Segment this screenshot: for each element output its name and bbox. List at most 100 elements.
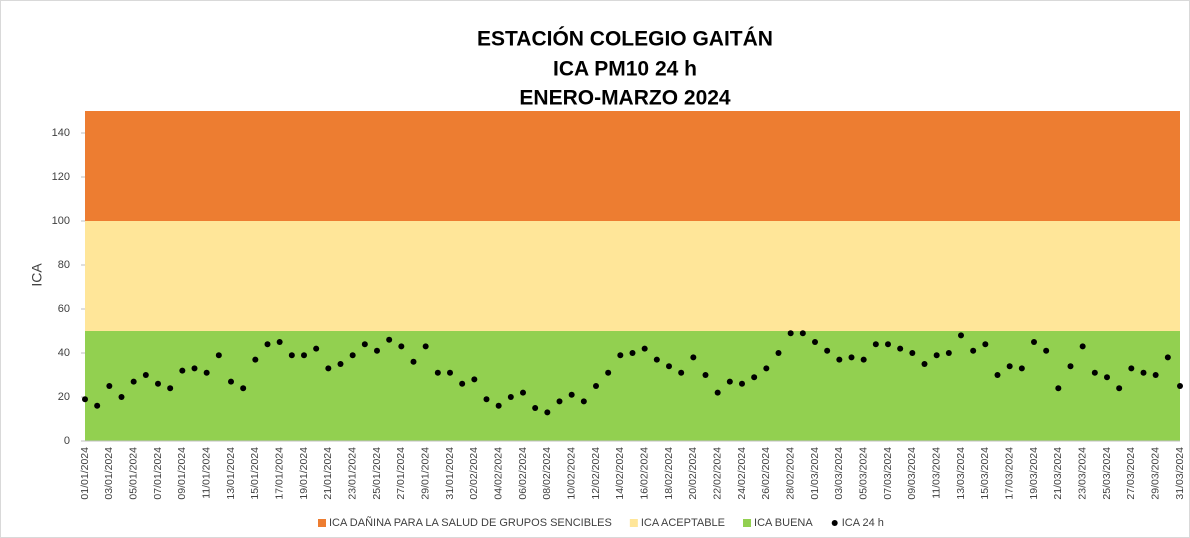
point: [860, 356, 867, 363]
point: [374, 347, 380, 354]
point: [909, 350, 916, 356]
legend-swatch: [629, 519, 638, 527]
point: [690, 354, 697, 361]
x-tick-label: 08/02/2024: [541, 447, 553, 500]
point: [970, 347, 977, 354]
point: [787, 330, 794, 337]
point: [94, 402, 101, 409]
point: [714, 389, 721, 396]
x-tick-label: 07/01/2024: [152, 447, 164, 500]
x-tick-label: 31/03/2024: [1174, 447, 1186, 500]
point: [605, 369, 612, 376]
point: [629, 350, 636, 356]
point: [459, 380, 466, 387]
legend-label: ICA 24 h: [842, 517, 884, 529]
y-tick-label: 20: [58, 391, 70, 403]
point: [228, 378, 234, 385]
x-tick-label: 09/01/2024: [176, 447, 188, 500]
x-tick-label: 06/02/2024: [517, 447, 529, 500]
x-tick-label: 20/02/2024: [687, 447, 699, 500]
point: [982, 341, 989, 348]
y-tick-label: 80: [58, 259, 70, 271]
x-tick-label: 01/01/2024: [79, 447, 91, 500]
point: [507, 394, 514, 400]
point: [1152, 372, 1159, 378]
x-tick-label: 21/03/2024: [1052, 447, 1064, 500]
point: [1079, 343, 1086, 350]
point: [118, 394, 125, 400]
point: [1018, 365, 1025, 372]
point: [276, 339, 283, 345]
x-tick-label: 14/02/2024: [614, 447, 626, 500]
point: [1091, 369, 1098, 376]
point: [410, 358, 417, 365]
x-tick-label: 16/02/2024: [638, 447, 650, 500]
point: [167, 385, 174, 392]
x-tick-label: 03/01/2024: [103, 447, 115, 500]
point: [836, 356, 843, 363]
point: [82, 396, 88, 403]
point: [1116, 385, 1123, 392]
point: [1043, 347, 1050, 354]
y-tick-label: 100: [52, 215, 70, 227]
x-tick-label: 01/03/2024: [809, 447, 821, 500]
point: [885, 341, 891, 348]
point: [398, 343, 405, 350]
point: [520, 389, 526, 396]
x-tick-label: 23/03/2024: [1076, 447, 1088, 500]
x-tick-label: 27/01/2024: [395, 447, 407, 500]
point: [666, 363, 672, 370]
point: [532, 405, 539, 411]
point: [1006, 363, 1013, 370]
point: [495, 402, 502, 409]
x-tick-label: 03/03/2024: [833, 447, 845, 500]
point: [203, 369, 210, 376]
x-tick-label: 05/01/2024: [127, 447, 139, 500]
point: [349, 352, 356, 359]
x-tick-label: 23/01/2024: [346, 447, 358, 500]
band: [85, 331, 1180, 441]
x-tick-label: 12/02/2024: [590, 447, 602, 500]
point: [434, 369, 441, 376]
x-tick-label: 13/01/2024: [225, 447, 237, 500]
legend-swatch: [831, 520, 838, 526]
point: [848, 354, 855, 361]
point: [142, 372, 149, 378]
point: [812, 339, 818, 345]
point: [824, 347, 831, 354]
x-tick-label: 04/02/2024: [492, 447, 504, 500]
point: [252, 356, 259, 363]
x-tick-label: 13/03/2024: [955, 447, 967, 500]
point: [763, 365, 770, 372]
chart-title: ICA PM10 24 h: [553, 58, 697, 81]
x-tick-label: 29/03/2024: [1149, 447, 1161, 500]
band: [85, 221, 1180, 331]
point: [1177, 383, 1183, 389]
point: [313, 345, 320, 352]
point: [897, 345, 904, 352]
x-tick-label: 18/02/2024: [663, 447, 675, 500]
point: [386, 336, 393, 343]
point: [593, 383, 599, 389]
x-tick-label: 28/02/2024: [784, 447, 796, 500]
x-tick-label: 15/03/2024: [979, 447, 991, 500]
x-tick-label: 17/03/2024: [1003, 447, 1015, 500]
y-tick-label: 120: [52, 171, 70, 183]
x-tick-label: 22/02/2024: [711, 447, 723, 500]
chart-title: ENERO-MARZO 2024: [519, 87, 731, 110]
point: [945, 350, 952, 356]
x-tick-label: 17/01/2024: [273, 447, 285, 500]
point: [751, 374, 758, 381]
point: [544, 409, 551, 416]
point: [422, 343, 429, 350]
x-tick-label: 19/01/2024: [298, 447, 310, 500]
y-tick-label: 0: [64, 435, 70, 447]
x-tick-label: 15/01/2024: [249, 447, 261, 500]
legend-label: ICA ACEPTABLE: [641, 517, 725, 529]
point: [726, 378, 733, 385]
chart-title: ESTACIÓN COLEGIO GAITÁN: [477, 27, 773, 51]
point: [775, 350, 782, 356]
point: [1104, 374, 1110, 381]
x-tick-label: 11/01/2024: [200, 447, 212, 499]
